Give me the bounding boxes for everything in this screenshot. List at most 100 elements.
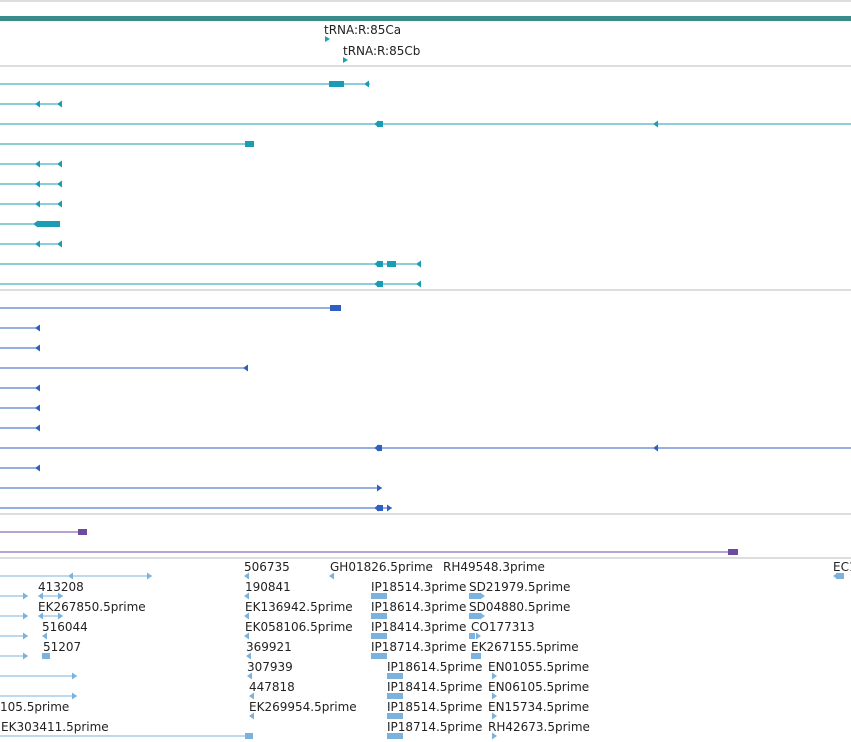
exon[interactable] (35, 200, 40, 208)
est-feature[interactable] (247, 672, 252, 680)
est-label[interactable]: CO177313 (471, 620, 535, 634)
est-label[interactable]: 369921 (246, 640, 292, 654)
est-feature[interactable] (244, 592, 249, 600)
est-feature[interactable] (42, 653, 50, 659)
est-label[interactable]: IP18714.5prime (387, 720, 483, 734)
est-label[interactable]: EK136942.5prime (245, 600, 353, 614)
exon[interactable] (33, 220, 38, 228)
est-label[interactable]: IP18514.5prime (387, 700, 483, 714)
est-feature[interactable] (371, 593, 387, 599)
strand-arrow[interactable] (23, 632, 28, 640)
exon[interactable] (35, 180, 40, 188)
exon[interactable] (728, 549, 738, 555)
est-feature[interactable] (42, 632, 47, 640)
trna-label-85ca[interactable]: tRNA:R:85Ca (324, 23, 402, 37)
strand-arrow[interactable] (480, 612, 485, 620)
strand-arrow[interactable] (147, 572, 152, 580)
est-label[interactable]: IP18714.3prime (371, 640, 467, 654)
strand-arrow[interactable] (35, 324, 40, 332)
strand-arrow[interactable] (364, 80, 369, 88)
exon[interactable] (387, 261, 396, 267)
exon[interactable] (377, 281, 383, 287)
est-label[interactable]: EK058106.5prime (245, 620, 353, 634)
est-label[interactable]: EC1 (833, 560, 851, 574)
est-feature[interactable] (387, 713, 403, 719)
est-label[interactable]: EK303411.5prime (1, 720, 109, 734)
est-label[interactable]: 413208 (38, 580, 84, 594)
est-feature[interactable] (249, 692, 254, 700)
est-feature[interactable] (371, 653, 387, 659)
est-label[interactable]: 447818 (249, 680, 295, 694)
strand-arrow[interactable] (416, 260, 421, 268)
strand-arrow[interactable] (72, 692, 77, 700)
strand-arrow[interactable] (492, 712, 497, 720)
trna-label-85cb[interactable]: tRNA:R:85Cb (343, 44, 421, 58)
est-feature[interactable] (387, 673, 403, 679)
strand-arrow[interactable] (38, 592, 43, 600)
strand-arrow[interactable] (72, 672, 77, 680)
exon[interactable] (37, 221, 60, 227)
exon[interactable] (377, 121, 383, 127)
est-label[interactable]: SD21979.5prime (469, 580, 571, 594)
strand-arrow[interactable] (35, 464, 40, 472)
exon[interactable] (330, 305, 341, 311)
est-label[interactable]: IP18614.3prime (371, 600, 467, 614)
est-feature[interactable] (329, 572, 334, 580)
est-label[interactable]: 516044 (42, 620, 88, 634)
strand-arrow[interactable] (377, 484, 382, 492)
est-feature[interactable] (836, 573, 844, 579)
strand-arrow[interactable] (243, 364, 248, 372)
strand-arrow[interactable] (57, 100, 62, 108)
est-label[interactable]: 105.5prime (0, 700, 70, 714)
strand-arrow[interactable] (387, 504, 392, 512)
exon[interactable] (35, 100, 40, 108)
strand-arrow[interactable] (35, 424, 40, 432)
strand-arrow[interactable] (476, 632, 481, 640)
est-label[interactable]: EK269954.5prime (249, 700, 357, 714)
exon[interactable] (245, 141, 254, 147)
est-label[interactable]: EN01055.5prime (488, 660, 590, 674)
strand-arrow[interactable] (38, 612, 43, 620)
strand-arrow[interactable] (492, 692, 497, 700)
est-label[interactable]: SD04880.5prime (469, 600, 571, 614)
strand-arrow[interactable] (35, 344, 40, 352)
est-feature[interactable] (245, 733, 253, 739)
strand-arrow[interactable] (35, 404, 40, 412)
est-label[interactable]: EN06105.5prime (488, 680, 590, 694)
est-label[interactable]: GH01826.5prime (330, 560, 433, 574)
est-label[interactable]: RH42673.5prime (488, 720, 590, 734)
strand-arrow[interactable] (57, 160, 62, 168)
est-feature[interactable] (246, 652, 251, 660)
strand-arrow[interactable] (653, 120, 658, 128)
strand-arrow[interactable] (480, 592, 485, 600)
est-label[interactable]: EK267155.5prime (471, 640, 579, 654)
strand-arrow[interactable] (58, 592, 63, 600)
est-label[interactable]: 190841 (245, 580, 291, 594)
exon[interactable] (377, 445, 382, 451)
est-label[interactable]: IP18514.3prime (371, 580, 467, 594)
strand-arrow[interactable] (68, 572, 73, 580)
strand-arrow[interactable] (23, 612, 28, 620)
strand-arrow[interactable] (416, 280, 421, 288)
est-label[interactable]: 51207 (43, 640, 82, 654)
est-feature[interactable] (244, 612, 249, 620)
est-label[interactable]: IP18414.3prime (371, 620, 467, 634)
strand-arrow[interactable] (492, 732, 497, 740)
est-label[interactable]: IP18414.5prime (387, 680, 483, 694)
exon[interactable] (329, 81, 344, 87)
trna-feature-85ca[interactable] (325, 36, 330, 42)
est-label[interactable]: 506735 (244, 560, 290, 574)
est-feature[interactable] (371, 613, 387, 619)
est-label[interactable]: RH49548.3prime (443, 560, 545, 574)
est-feature[interactable] (471, 653, 481, 659)
est-feature[interactable] (387, 733, 403, 739)
exon[interactable] (35, 160, 40, 168)
exon[interactable] (78, 529, 87, 535)
strand-arrow[interactable] (653, 444, 658, 452)
est-feature[interactable] (244, 572, 249, 580)
exon[interactable] (377, 505, 383, 511)
est-feature[interactable] (469, 613, 481, 619)
est-feature[interactable] (244, 632, 249, 640)
strand-arrow[interactable] (57, 200, 62, 208)
est-label[interactable]: IP18614.5prime (387, 660, 483, 674)
